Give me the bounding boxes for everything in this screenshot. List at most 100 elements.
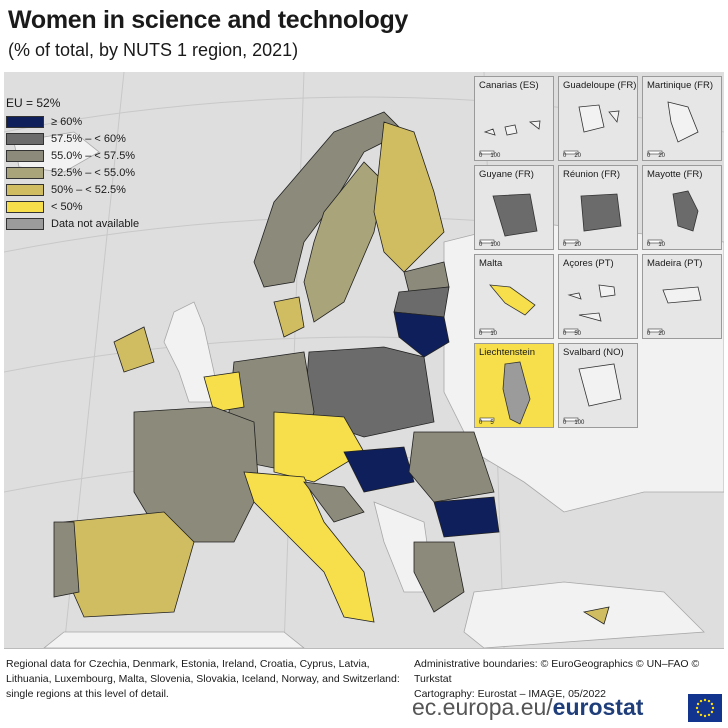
- eu-star: [696, 702, 700, 706]
- region-hungary: [343, 446, 415, 493]
- inset-map: Martinique (FR) 0 20: [642, 76, 722, 161]
- inset-scale-bar: 0 20: [647, 331, 665, 337]
- legend-swatch: [6, 150, 44, 162]
- inset-shape: [563, 104, 620, 155]
- eu-star: [710, 710, 714, 714]
- legend-swatch: [6, 201, 44, 213]
- eu-star: [707, 713, 711, 717]
- legend-item: ≥ 60%: [6, 114, 156, 130]
- scale-start: 0: [479, 242, 483, 248]
- scale-start: 0: [563, 331, 567, 337]
- legend-label: 55.0% – < 57.5%: [51, 150, 136, 162]
- inset-map: Liechtenstein 0 5: [474, 343, 554, 428]
- region-spain: [63, 511, 195, 618]
- legend-swatch: [6, 116, 44, 128]
- inset-shape: [479, 284, 536, 333]
- scale-start: 0: [647, 153, 651, 159]
- scale-end: 5: [490, 420, 494, 426]
- scale-start: 0: [647, 242, 651, 248]
- scale-end: 100: [490, 153, 501, 159]
- inset-shape: [479, 361, 531, 425]
- inset-label: Madeira (PT): [647, 258, 703, 269]
- region-denmark: [273, 296, 305, 338]
- region-czechia-austria: [273, 411, 365, 483]
- region-croatia-slovenia: [303, 481, 365, 523]
- inset-map: Mayotte (FR) 0 10: [642, 165, 722, 250]
- inset-scale-bar: 0 20: [563, 153, 581, 159]
- region-romania: [408, 431, 495, 503]
- inset-map: Guadeloupe (FR) 0 20: [558, 76, 638, 161]
- scale-end: 10: [490, 331, 498, 337]
- inset-map: Svalbard (NO) 0 100: [558, 343, 638, 428]
- inset-label: Malta: [479, 258, 503, 269]
- brand-name: eurostat: [552, 694, 644, 720]
- inset-label: Guyane (FR): [479, 169, 534, 180]
- inset-label: Martinique (FR): [647, 80, 713, 91]
- region-finland: [373, 121, 445, 273]
- eu-star: [710, 702, 714, 706]
- eu-star: [696, 710, 700, 714]
- inset-shape: [647, 190, 699, 244]
- inset-shape: [479, 120, 541, 155]
- legend-item: 50% – < 52.5%: [6, 182, 156, 198]
- scale-start: 0: [563, 153, 567, 159]
- eu-star: [703, 714, 707, 718]
- scale-end: 50: [574, 331, 582, 337]
- inset-map: Réunion (FR) 0 20: [558, 165, 638, 250]
- region-portugal: [53, 521, 80, 598]
- inset-scale-bar: 0 100: [479, 242, 500, 248]
- map-title: Women in science and technology: [8, 6, 409, 34]
- turkey: [463, 581, 705, 648]
- eu-star: [711, 706, 715, 710]
- footnote: Regional data for Czechia, Denmark, Esto…: [6, 658, 400, 700]
- eu-stars-icon: [695, 698, 715, 718]
- inset-scale-bar: 0 20: [563, 242, 581, 248]
- eu-flag-logo: [688, 694, 722, 722]
- inset-scale-bar: 0 50: [563, 331, 581, 337]
- inset-shape: [563, 193, 622, 244]
- scale-end: 20: [574, 153, 582, 159]
- legend-swatch: [6, 184, 44, 196]
- legend-label: ≥ 60%: [51, 116, 83, 128]
- region-sweden: [303, 161, 385, 323]
- inset-scale-bar: 0 10: [479, 331, 497, 337]
- legend-swatch: [6, 167, 44, 179]
- inset-label: Svalbard (NO): [563, 347, 624, 358]
- inset-map: Madeira (PT) 0 20: [642, 254, 722, 339]
- north-africa: [43, 631, 305, 648]
- inset-scale-bar: 0 100: [479, 153, 500, 159]
- eu-star: [703, 698, 707, 702]
- scale-start: 0: [479, 420, 483, 426]
- legend-item: Data not available: [6, 216, 156, 232]
- eu-star: [699, 699, 703, 703]
- region-bulgaria: [433, 496, 500, 538]
- map-subtitle: (% of total, by NUTS 1 region, 2021): [8, 40, 299, 60]
- credits: Administrative boundaries: © EuroGeograp…: [414, 657, 728, 702]
- legend-item: < 50%: [6, 199, 156, 215]
- legend: EU = 52% ≥ 60% 57.5% – < 60% 55.0% – < 57.…: [6, 96, 156, 233]
- scale-start: 0: [647, 331, 651, 337]
- inset-shape: [647, 101, 699, 155]
- inset-label: Canarias (ES): [479, 80, 539, 91]
- scale-end: 10: [658, 242, 666, 248]
- eu-star: [695, 706, 699, 710]
- legend-item: 52.5% – < 55.0%: [6, 165, 156, 181]
- inset-map: Açores (PT) 0 50: [558, 254, 638, 339]
- legend-label: Data not available: [51, 218, 140, 230]
- inset-shape: [647, 286, 702, 333]
- regions: [53, 111, 610, 625]
- inset-label: Liechtenstein: [479, 347, 535, 358]
- eu-star: [707, 699, 711, 703]
- legend-item: 55.0% – < 57.5%: [6, 148, 156, 164]
- inset-label: Açores (PT): [563, 258, 614, 269]
- region-france: [133, 406, 260, 543]
- region-greece: [413, 541, 465, 613]
- inset-map: Malta 0 10: [474, 254, 554, 339]
- region-lithuania: [393, 311, 450, 358]
- region-ireland: [113, 326, 155, 373]
- legend-item: 57.5% – < 60%: [6, 131, 156, 147]
- inset-map: Guyane (FR) 0 100: [474, 165, 554, 250]
- legend-swatch: [6, 218, 44, 230]
- credits-cartography: Cartography: Eurostat – IMAGE, 05/2022: [414, 688, 607, 700]
